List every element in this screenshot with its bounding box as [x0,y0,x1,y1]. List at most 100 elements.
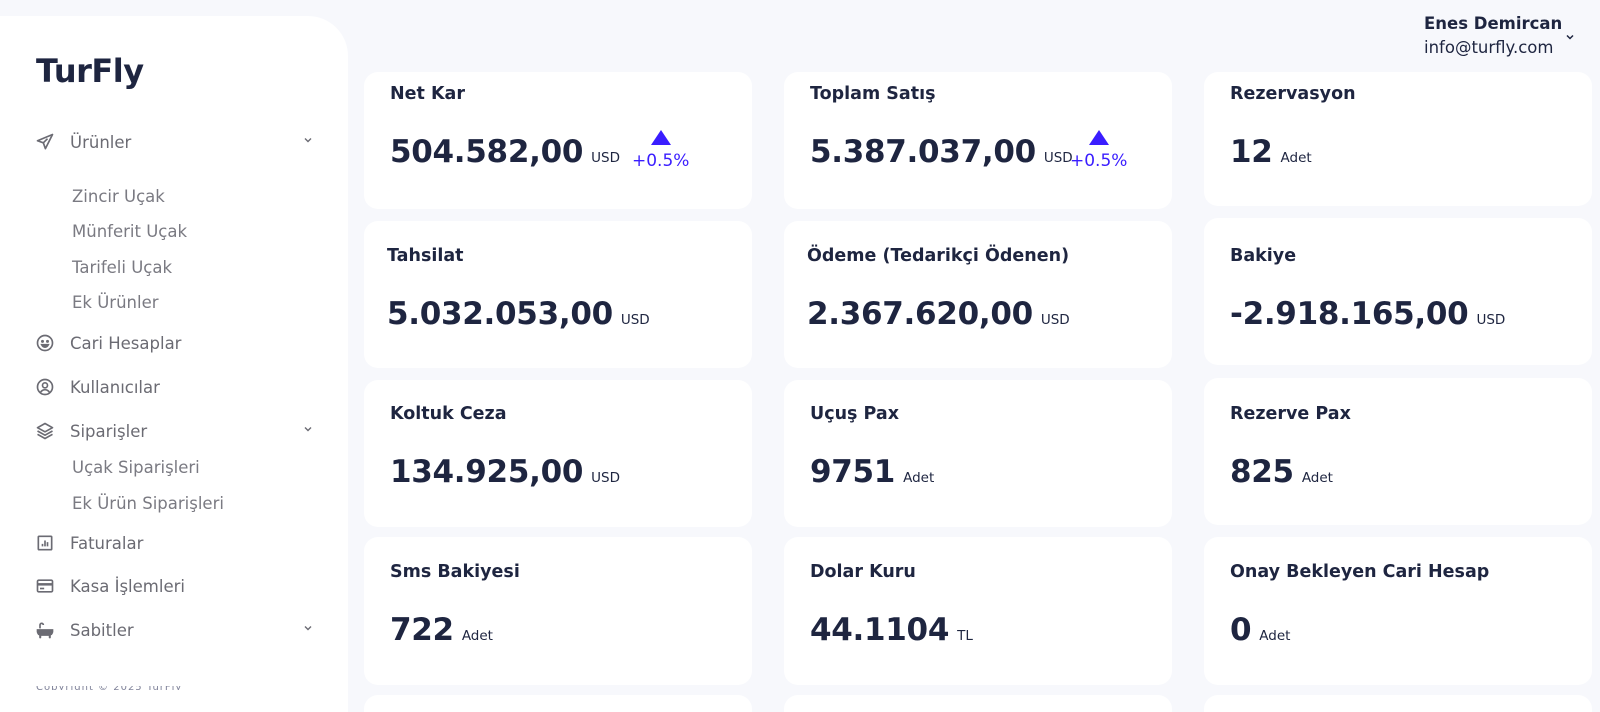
stat-card-partial [1204,695,1592,712]
card-title: Toplam Satış [810,84,936,104]
card-value: 2.367.620,00 USD [807,296,1070,332]
sidebar-item-label: Sabitler [70,620,134,640]
trend-indicator: +0.5% [1070,130,1127,171]
user-name: Enes Demircan [1424,14,1563,33]
sidebar-item-label: Faturalar [70,533,144,553]
card-unit: Adet [1301,470,1333,486]
trend-indicator: +0.5% [632,130,689,171]
card-value: 0 Adet [1230,612,1290,648]
card-title: Ödeme (Tedarikçi Ödenen) [807,246,1070,266]
card-number: 5.387.037,00 [810,134,1036,170]
sidebar-item-kasa-islemleri[interactable]: Kasa İşlemleri [34,572,314,600]
card-value: 722 Adet [390,612,493,648]
card-number: 12 [1230,134,1273,170]
brand-logo[interactable]: TurFly [36,52,144,90]
stat-card-bakiye: Bakiye -2.918.165,00 USD [1204,218,1592,365]
card-unit: USD [591,150,620,166]
stat-card-ucus-pax: Uçuş Pax 9751 Adet [784,380,1172,527]
card-title: Rezerve Pax [1230,404,1351,424]
chevron-down-icon[interactable] [302,423,314,435]
stat-card-net-kar: Net Kar 504.582,00 USD +0.5% [364,72,752,209]
card-value: 12 Adet [1230,134,1312,170]
layers-icon [34,420,56,442]
card-number: 44.1104 [810,612,950,648]
stat-card-sms-bakiyesi: Sms Bakiyesi 722 Adet [364,537,752,685]
card-title: Koltuk Ceza [390,404,507,424]
sidebar-item-faturalar[interactable]: Faturalar [34,529,314,557]
card-number: 5.032.053,00 [387,296,613,332]
card-title: Dolar Kuru [810,562,916,582]
card-unit: Adet [461,628,493,644]
card-unit: USD [591,470,620,486]
chevron-down-icon[interactable] [1564,31,1576,43]
user-circle-icon [34,376,56,398]
trend-value: +0.5% [632,151,690,171]
card-value: 504.582,00 USD [390,134,620,170]
card-title: Net Kar [390,84,465,104]
stat-card-odeme: Ödeme (Tedarikçi Ödenen) 2.367.620,00 US… [784,221,1172,368]
card-number: 2.367.620,00 [807,296,1033,332]
trend-value: +0.5% [1070,151,1128,171]
sidebar-item-kullanicilar[interactable]: Kullanıcılar [34,373,314,401]
card-title: Uçuş Pax [810,404,900,424]
sidebar-item-label: Siparişler [70,421,148,441]
bar-chart-icon [34,532,56,554]
card-title: Tahsilat [387,246,464,266]
chevron-down-icon[interactable] [302,622,314,634]
sidebar: TurFly Ürünler Zincir Uçak Münferit Uçak… [0,16,348,712]
user-email: info@turfly.com [1424,38,1554,57]
sidebar-item-siparisler[interactable]: Siparişler [34,417,314,445]
card-unit: TL [957,628,973,644]
card-value: 44.1104 TL [810,612,973,648]
sidebar-item-label: Kullanıcılar [70,377,160,397]
card-unit: Adet [1280,150,1312,166]
stat-card-dolar-kuru: Dolar Kuru 44.1104 TL [784,537,1172,685]
card-value: 134.925,00 USD [390,454,620,490]
sidebar-item-label: Ürünler [70,132,132,152]
stat-card-partial [784,695,1172,712]
card-title: Bakiye [1230,246,1297,266]
card-unit: Adet [1259,628,1291,644]
stat-card-koltuk-ceza: Koltuk Ceza 134.925,00 USD [364,380,752,527]
sidebar-subitem-zincir-ucak[interactable]: Zincir Uçak [72,187,165,206]
card-unit: USD [1476,312,1506,328]
card-title: Sms Bakiyesi [390,562,520,582]
sidebar-item-urunler[interactable]: Ürünler [34,128,314,156]
user-menu[interactable]: Enes Demircan info@turfly.com [1424,13,1574,61]
card-value: -2.918.165,00 USD [1230,296,1505,332]
chevron-down-icon[interactable] [302,134,314,146]
trend-up-icon [650,130,671,145]
smile-icon [34,332,56,354]
card-value: 825 Adet [1230,454,1333,490]
stat-card-tahsilat: Tahsilat 5.032.053,00 USD [364,221,752,368]
sidebar-subitem-munferit-ucak[interactable]: Münferit Uçak [72,222,188,241]
card-number: 722 [390,612,454,648]
paper-plane-icon [34,131,56,153]
card-unit: Adet [903,470,935,486]
trend-up-icon [1088,130,1109,145]
card-number: -2.918.165,00 [1230,296,1469,332]
bathtub-icon [34,619,56,641]
card-number: 134.925,00 [390,454,584,490]
card-value: 5.387.037,00 USD [810,134,1073,170]
sidebar-subitem-tarifeli-ucak[interactable]: Tarifeli Uçak [72,258,173,277]
card-number: 9751 [810,454,896,490]
sidebar-subitem-ek-urun-siparisleri[interactable]: Ek Ürün Siparişleri [72,494,224,513]
card-value: 9751 Adet [810,454,934,490]
card-value: 5.032.053,00 USD [387,296,650,332]
credit-card-icon [34,575,56,597]
sidebar-subitem-ek-urunler[interactable]: Ek Ürünler [72,293,159,312]
stat-card-rezervasyon: Rezervasyon 12 Adet [1204,72,1592,206]
sidebar-subitem-ucak-siparisleri[interactable]: Uçak Siparişleri [72,458,200,477]
stat-card-partial [364,695,752,712]
dashboard-content: Net Kar 504.582,00 USD +0.5% Toplam Satı… [348,72,1600,712]
copyright-text: Copyright © 2025 TurFly [36,686,182,690]
sidebar-item-sabitler[interactable]: Sabitler [34,616,314,644]
sidebar-item-cari-hesaplar[interactable]: Cari Hesaplar [34,329,314,357]
stat-card-onay-bekleyen: Onay Bekleyen Cari Hesap 0 Adet [1204,537,1592,685]
sidebar-item-label: Kasa İşlemleri [70,576,185,596]
card-unit: USD [1040,312,1070,328]
stat-card-rezerve-pax: Rezerve Pax 825 Adet [1204,378,1592,525]
card-number: 0 [1230,612,1252,648]
